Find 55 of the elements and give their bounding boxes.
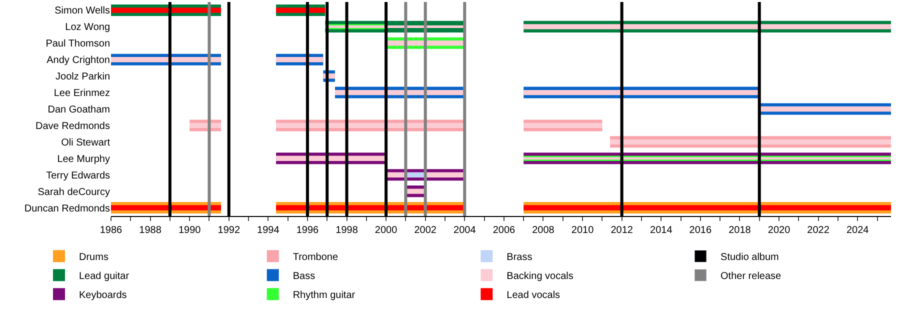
bar xyxy=(610,139,891,145)
bar xyxy=(111,205,222,210)
y-tick-label: Terry Edwards xyxy=(46,170,110,182)
x-tick-label: 1992 xyxy=(218,225,240,236)
bar xyxy=(111,57,222,62)
x-tick-label: 2020 xyxy=(768,225,791,236)
y-tick-label: Sarah deCourcy xyxy=(38,186,110,198)
x-tick-label: 2012 xyxy=(610,225,634,236)
x-tick-label: 2000 xyxy=(374,225,398,236)
y-tick-label: Lee Murphy xyxy=(57,154,110,165)
x-tick-label: 1988 xyxy=(139,225,162,236)
x-tick-label: 1986 xyxy=(100,225,123,236)
y-tick-label: Joolz Parkin xyxy=(56,72,110,83)
bar xyxy=(524,24,891,30)
y-tick-label: Andy Crighton xyxy=(46,55,110,66)
x-tick-label: 2002 xyxy=(414,225,437,236)
x-tick-label: 2024 xyxy=(846,225,870,236)
bar xyxy=(276,57,324,62)
x-tick-label: 2018 xyxy=(728,225,752,236)
y-tick-label: Lee Erinmez xyxy=(54,88,110,100)
legend-label: Keyboards xyxy=(79,290,127,302)
x-tick-label: 2016 xyxy=(689,225,712,236)
y-tick-label: Oli Stewart xyxy=(61,137,110,148)
legend-label: Drums xyxy=(79,252,108,264)
y-tick-label: Duncan Redmonds xyxy=(24,203,110,214)
legend-label: Brass xyxy=(506,252,532,264)
legend-label: Studio album xyxy=(720,252,779,264)
x-tick-label: 1996 xyxy=(296,225,320,236)
bar xyxy=(524,90,760,96)
y-tick-label: Paul Thomson xyxy=(46,38,110,50)
bar xyxy=(276,8,326,13)
x-tick-label: 1994 xyxy=(257,225,280,236)
bar xyxy=(524,205,891,210)
bar xyxy=(524,122,602,128)
legend-label: Lead vocals xyxy=(506,290,560,302)
y-tick-label: Dave Redmonds xyxy=(36,120,110,132)
x-tick-label: 2014 xyxy=(650,225,673,236)
x-tick-label: 2004 xyxy=(454,225,476,236)
x-tick-label: 1990 xyxy=(178,225,202,236)
x-tick-label: 2010 xyxy=(571,225,594,236)
y-tick-label: Dan Goatham xyxy=(48,104,110,116)
y-tick-label: Loz Wong xyxy=(65,22,110,34)
x-tick-label: 2022 xyxy=(807,225,830,236)
legend-label: Rhythm guitar xyxy=(292,290,356,302)
x-tick-label: 1998 xyxy=(336,225,358,236)
legend-label: Backing vocals xyxy=(506,271,574,282)
legend-label: Other release xyxy=(720,271,782,282)
bar xyxy=(111,8,222,13)
x-tick-label: 2006 xyxy=(492,225,516,236)
x-tick-label: 2008 xyxy=(532,225,555,236)
legend-label: Lead guitar xyxy=(79,271,130,282)
legend-label: Trombone xyxy=(292,252,338,264)
bar xyxy=(759,106,891,112)
y-tick-label: Simon Wells xyxy=(54,6,110,17)
legend-label: Bass xyxy=(292,271,316,282)
